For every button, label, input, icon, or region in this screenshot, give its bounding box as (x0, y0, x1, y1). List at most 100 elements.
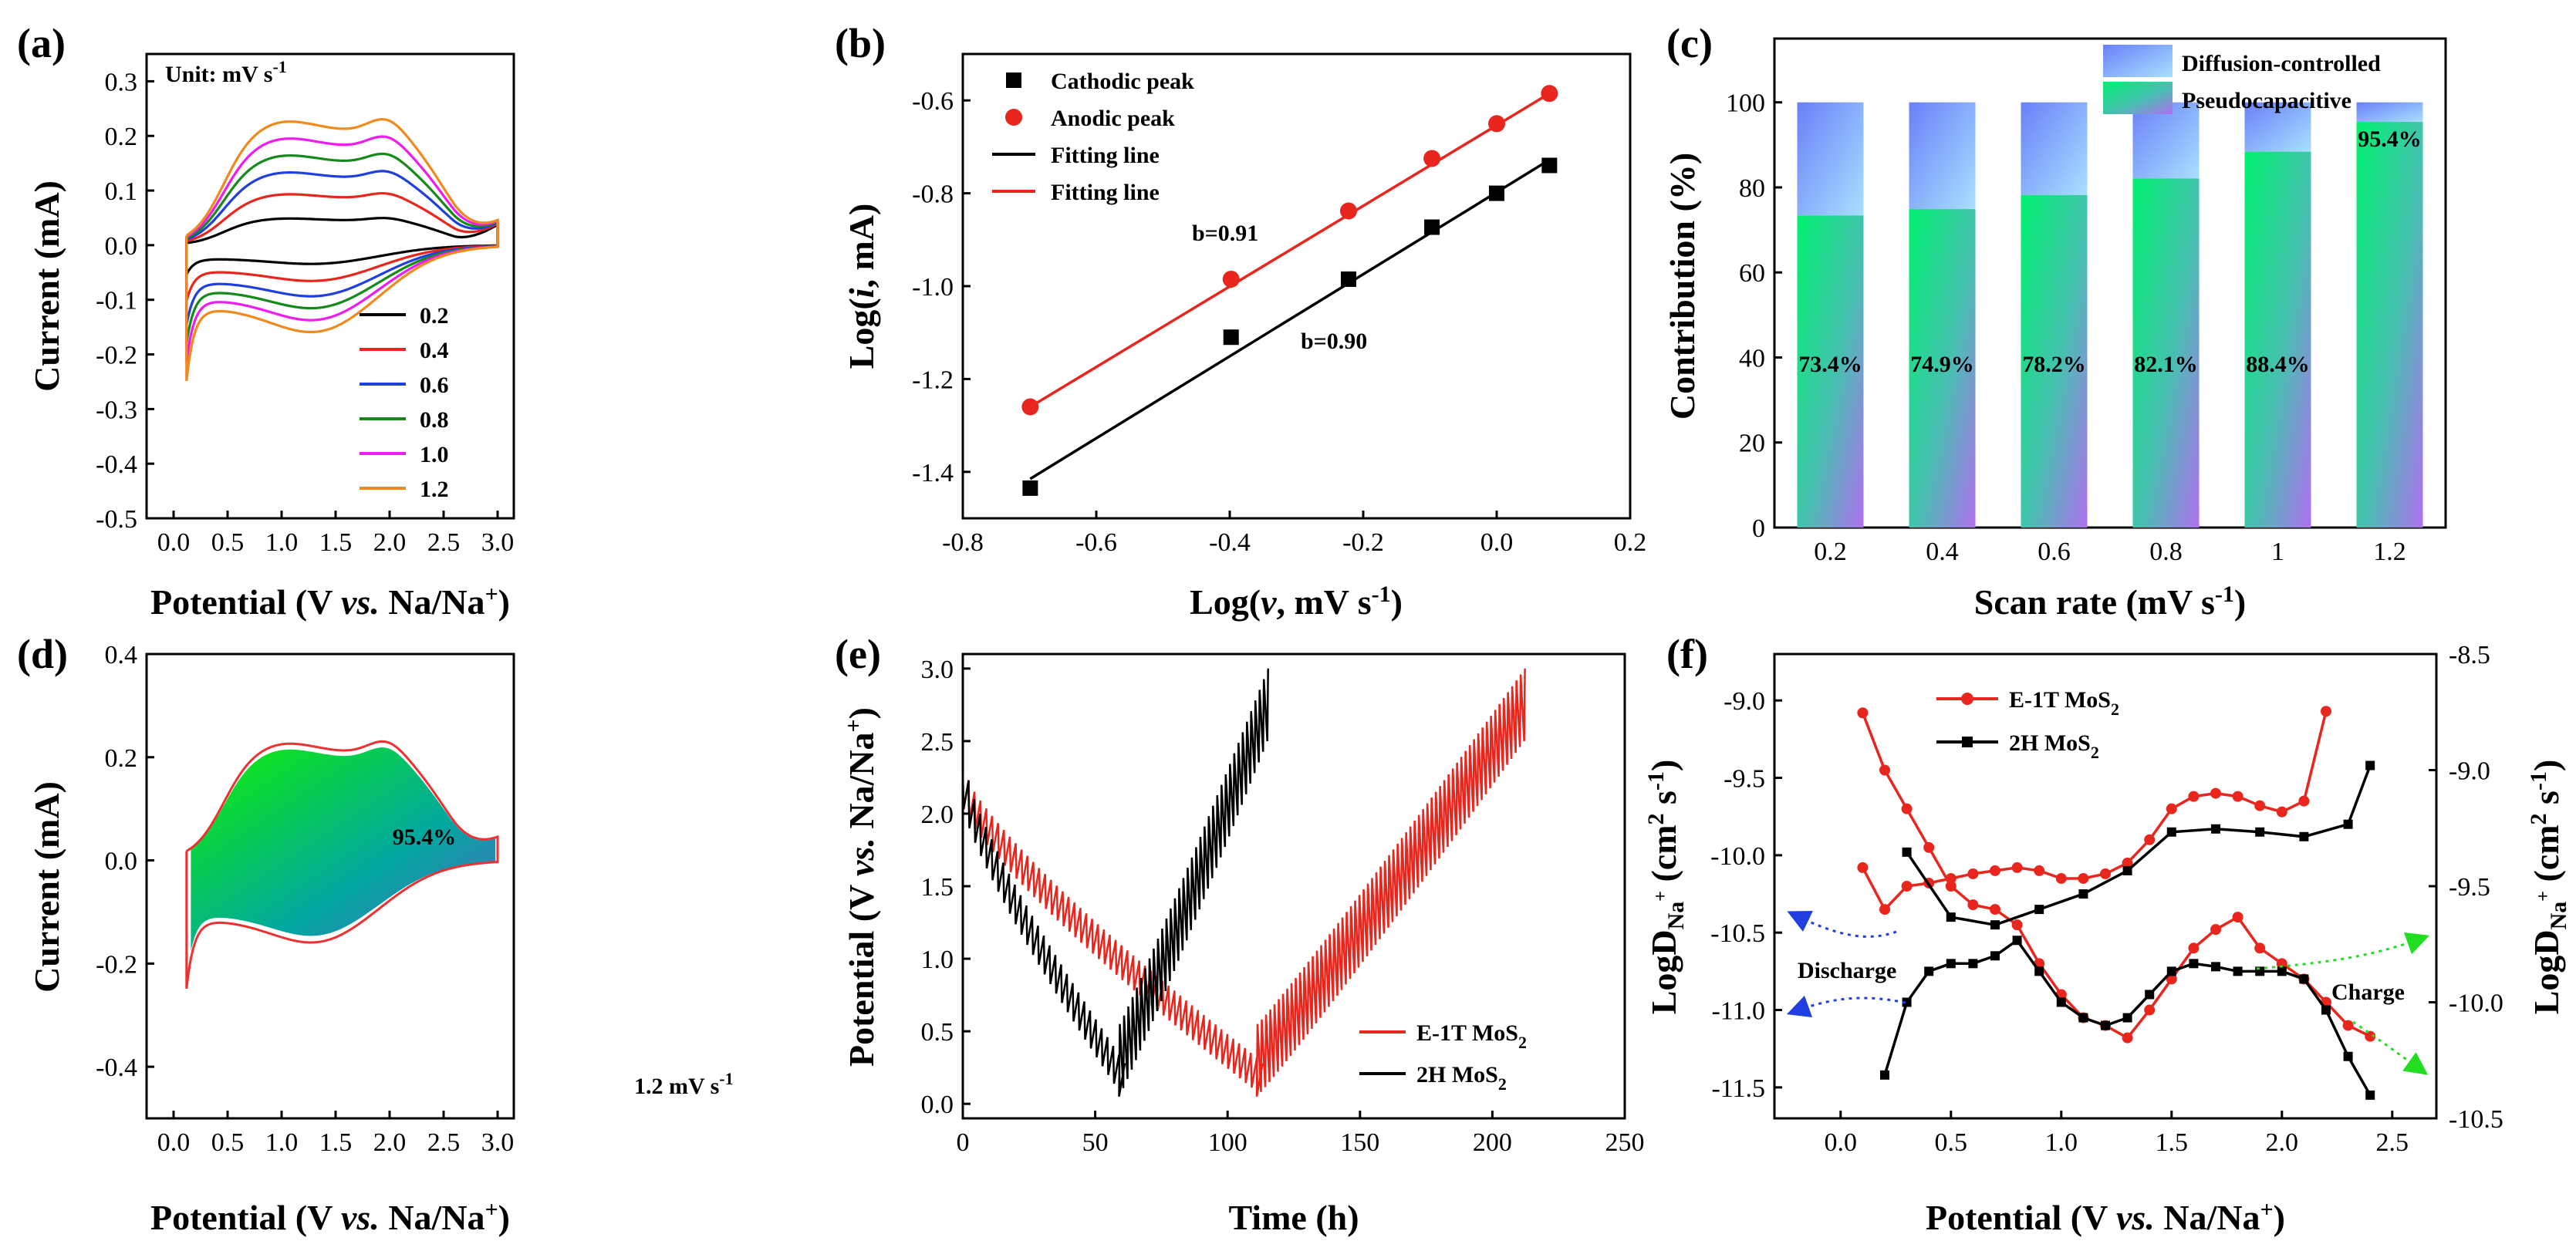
unit-annotation-a: Unit: mV s-1 (165, 57, 287, 87)
data-point-cathodic (1223, 329, 1239, 346)
data-point (1923, 841, 1935, 853)
fitting-line (1029, 158, 1551, 481)
cv-curves-a (185, 117, 499, 382)
data-point-cathodic (1489, 185, 1504, 201)
legend-label: 0.4 (420, 338, 449, 363)
legend-swatch-pseudocapacitive (2103, 82, 2173, 114)
x-axis-label-e: Time (h) (1228, 1198, 1359, 1237)
y-tick-label: 3.0 (921, 656, 954, 684)
data-point (2166, 966, 2176, 976)
plot-frame-d (145, 652, 515, 1120)
legend-label: Cathodic peak (1051, 69, 1194, 94)
x-tick-label: 2.5 (427, 1128, 461, 1157)
legend-label: 2H MoS2 (2009, 730, 2099, 762)
plot-frame-c (1773, 37, 2447, 529)
y-tick-label: 2.5 (921, 728, 954, 757)
cv-curve-1.2 (185, 117, 499, 382)
legend-marker-cathodic (1006, 72, 1021, 88)
panel-label-e: (e) (835, 631, 881, 677)
x-tick-label: 250 (1605, 1128, 1645, 1157)
y-tick-label: 0.5 (921, 1018, 954, 1047)
legend-label: Pseudocapacitive (2182, 88, 2351, 113)
data-point (2210, 787, 2221, 799)
bar-diffusion (2132, 102, 2200, 179)
data-point (2276, 958, 2287, 969)
bar-diffusion (2021, 102, 2088, 195)
x-tick-label: 2.0 (2266, 1128, 2299, 1157)
x-tick-label: -0.6 (1075, 528, 1117, 557)
rate-label-d: 1.2 mV s-1 (634, 1069, 734, 1099)
y-tick-label: -1.2 (912, 366, 954, 394)
data-point (2365, 1090, 2375, 1100)
data-point (2166, 827, 2176, 837)
y-tick-label-right: -8.5 (2449, 641, 2490, 669)
data-point-anodic (1339, 202, 1357, 220)
x-tick-label: 1.5 (2156, 1128, 2189, 1157)
data-point (2232, 912, 2243, 923)
data-point-cathodic (1424, 219, 1440, 235)
y-tick-label: 2.0 (921, 801, 954, 829)
y-tick-label: -0.4 (96, 450, 137, 479)
legend-label: 1.0 (420, 442, 449, 467)
legend-label: 0.8 (420, 407, 449, 433)
y-tick-label: 0.2 (105, 123, 138, 151)
gitt-curve (961, 668, 1526, 1098)
bar-diffusion (1797, 102, 1864, 216)
data-point (2056, 997, 2066, 1007)
legend-label: Diffusion-controlled (2182, 51, 2381, 76)
data-point (2011, 919, 2023, 931)
x-tick-label: 0.0 (1825, 1128, 1858, 1157)
panel-label-c: (c) (1666, 20, 1713, 66)
legend-label: Anodic peak (1051, 106, 1175, 131)
x-tick-label: 0.2 (1614, 528, 1647, 557)
ticks-f: 0.0 0.5 1.0 1.5 2.0 2.5 -11.5 -11.0 -10.5 -10.0 -9… (1710, 641, 2503, 1157)
y-tick-label: -11.0 (1711, 997, 1765, 1026)
y-tick-label: 0.0 (105, 848, 138, 876)
x-axis-label-d: Potential (V vs. Na/Na+) (150, 1197, 510, 1237)
x-tick-label: 0 (957, 1128, 970, 1157)
data-point (2210, 924, 2221, 936)
x-axis-label-f: Potential (V vs. Na/Na+) (1926, 1197, 2285, 1237)
bar-value-label: 74.9% (1910, 352, 1974, 377)
x-tick-label: 3.0 (481, 1128, 515, 1157)
legend-c: Diffusion-controlled Pseudocapacitive (2103, 45, 2381, 114)
data-point (2122, 1032, 2133, 1044)
y-tick-label-right: -10.5 (2449, 1105, 2503, 1134)
data-point (1857, 707, 1869, 719)
bar-value-label: 88.4% (2246, 352, 2310, 377)
data-f (1857, 706, 2376, 1100)
ticks-b: -0.8 -0.6 -0.4 -0.2 0.0 0.2 -1.4 -1.2 -1.0 -0.8 -0… (912, 87, 1646, 557)
y-tick-label: 0.0 (105, 232, 138, 261)
x-tick-label: -0.4 (1209, 528, 1251, 557)
discharge-label: Discharge (1798, 958, 1896, 983)
x-tick-label: 1.5 (319, 1128, 353, 1157)
data-point-anodic (1541, 85, 1558, 103)
charge-arrow-lower (2352, 1020, 2429, 1075)
data-point (2166, 973, 2177, 985)
panel-e: (e) 0 50 100 150 200 250 0.0 0.5 1.0 1.5 2.0 2.5 3.0… (835, 631, 1645, 1237)
x-axis-label-b: Log(v, mV s-1) (1190, 582, 1403, 622)
discharge-arrow-upper (1787, 910, 1897, 938)
data-point (2188, 791, 2200, 802)
data-point-cathodic (1022, 480, 1038, 496)
x-tick-label: 0.2 (1814, 538, 1847, 566)
legend-label: 0.6 (420, 373, 449, 398)
legend-a: 0.2 0.4 0.6 0.8 1.0 1.2 (360, 303, 449, 502)
data-point (2055, 872, 2067, 884)
data-point (1924, 966, 1934, 976)
bar-pseudocapacitive (2356, 122, 2423, 528)
legend-swatch-diffusion (2103, 45, 2173, 77)
data-point (1880, 1070, 1889, 1080)
x-tick-label: 1 (2271, 538, 2284, 566)
y-tick-label: -0.8 (912, 180, 954, 209)
diffusion-curve-charge (1861, 710, 2328, 912)
data-point (2233, 966, 2243, 976)
legend-marker-anodic (1005, 109, 1022, 126)
legend-label: 2H MoS2 (1416, 1062, 1507, 1094)
y-tick-label: 80 (1739, 174, 1765, 203)
data-point (2299, 974, 2309, 984)
legend-marker (1961, 693, 1973, 705)
y-tick-label: -0.2 (96, 342, 137, 370)
y-tick-label: -0.2 (96, 950, 137, 979)
